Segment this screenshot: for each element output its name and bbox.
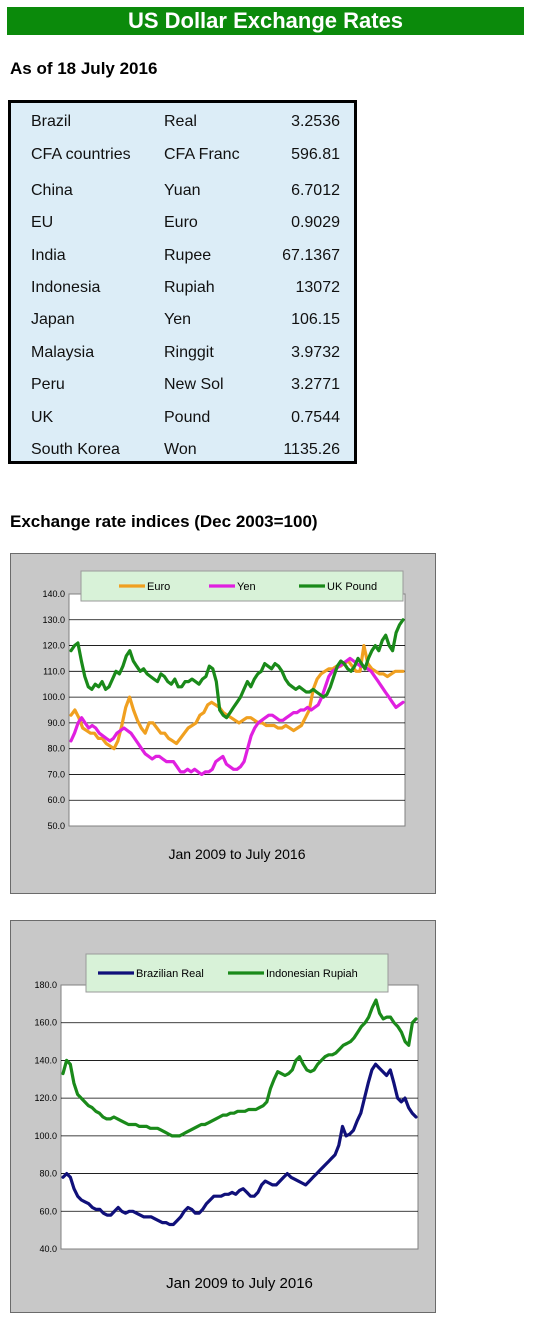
country-name: Peru: [31, 376, 65, 393]
y-tick-label: 80.0: [39, 1169, 57, 1179]
rate-row: Malaysia Ringgit 3.9732: [11, 341, 354, 365]
country-name: Japan: [31, 311, 75, 328]
y-tick-label: 80.0: [47, 744, 65, 754]
rate-row: Brazil Real 3.2536: [11, 110, 354, 134]
currency-name: Won: [164, 441, 197, 458]
currency-name: Yen: [164, 311, 191, 328]
currency-name: New Sol: [164, 376, 224, 393]
rate-value: 67.1367: [282, 247, 340, 264]
country-name: CFA countries: [31, 146, 131, 163]
rate-row: South Korea Won 1135.26: [11, 438, 354, 462]
y-tick-label: 50.0: [47, 821, 65, 831]
country-name: Malaysia: [31, 344, 95, 361]
y-tick-label: 60.0: [47, 795, 65, 805]
rate-value: 6.7012: [291, 182, 340, 199]
chart-real-rupiah: 40.0 60.0 80.0 100.0 120.0 140.0 160.0 180.0 Bra…: [34, 953, 419, 1292]
rate-row: CFA countries CFA Franc 596.81: [11, 143, 354, 167]
rate-row: China Yuan 6.7012: [11, 179, 354, 203]
currency-name: Real: [164, 113, 197, 130]
currency-name: Rupee: [164, 247, 212, 264]
y-tick-label: 40.0: [39, 1244, 57, 1254]
rate-row: EU Euro 0.9029: [11, 211, 354, 235]
chart-euro-yen-pound: 50.0 60.0 70.0 80.0 90.0 100.0 110.0 120.0 130.0…: [42, 570, 406, 862]
series-line-indonesian-rupiah: [61, 998, 418, 1138]
y-tick-label: 100.0: [34, 1131, 57, 1141]
rate-value: 3.2771: [291, 376, 340, 393]
legend-label: UK Pound: [327, 581, 377, 593]
chart-panel-real-rupiah: 40.0 60.0 80.0 100.0 120.0 140.0 160.0 180.0 Bra…: [10, 920, 436, 1313]
x-axis-label: Jan 2009 to July 2016: [166, 1275, 313, 1292]
country-name: UK: [31, 409, 54, 426]
legend-label: Indonesian Rupiah: [266, 968, 358, 980]
chart-panel-euro-yen-pound: 50.0 60.0 70.0 80.0 90.0 100.0 110.0 120.0 130.0…: [10, 553, 436, 894]
legend-label: Brazilian Real: [136, 968, 204, 980]
rate-value: 3.2536: [291, 113, 340, 130]
country-name: Brazil: [31, 113, 72, 130]
plot-area: [68, 593, 406, 827]
y-tick-label: 100.0: [42, 692, 65, 702]
rate-row: UK Pound 0.7544: [11, 406, 354, 430]
y-tick-label: 140.0: [34, 1055, 57, 1065]
currency-name: Ringgit: [164, 344, 214, 361]
country-name: Indonesia: [31, 279, 101, 296]
y-tick-label: 120.0: [34, 1093, 57, 1103]
indices-section-title: Exchange rate indices (Dec 2003=100): [10, 512, 318, 531]
y-tick-label: 180.0: [34, 980, 57, 990]
rate-row: Japan Yen 106.15: [11, 308, 354, 332]
rate-value: 1135.26: [283, 441, 340, 458]
legend-label: Euro: [147, 581, 170, 593]
x-axis-label: Jan 2009 to July 2016: [169, 846, 306, 862]
as-of-date: As of 18 July 2016: [10, 59, 158, 78]
series-line-uk-pound: [69, 618, 405, 720]
rate-row: India Rupee 67.1367: [11, 244, 354, 268]
rate-value: 3.9732: [291, 344, 340, 361]
currency-name: Euro: [164, 214, 198, 231]
y-tick-label: 130.0: [42, 615, 65, 625]
series-line-yen: [69, 656, 405, 776]
y-tick-label: 120.0: [42, 641, 65, 651]
y-tick-label: 60.0: [39, 1206, 57, 1216]
currency-name: Rupiah: [164, 279, 215, 296]
currency-name: Yuan: [164, 182, 201, 199]
currency-name: Pound: [164, 409, 211, 426]
rate-value: 596.81: [291, 146, 340, 163]
y-tick-label: 110.0: [43, 666, 65, 676]
rate-value: 13072: [295, 279, 341, 296]
series-line-brazilian-real: [61, 1062, 418, 1227]
rate-value: 0.7544: [291, 409, 340, 426]
rate-value: 0.9029: [291, 214, 340, 231]
country-name: India: [31, 247, 66, 264]
rate-row: Indonesia Rupiah 13072: [11, 276, 354, 300]
rate-row: Peru New Sol 3.2771: [11, 373, 354, 397]
exchange-rates-table: Brazil Real 3.2536 CFA countries CFA Franc 59…: [8, 100, 357, 464]
legend-label: Yen: [237, 581, 256, 593]
country-name: EU: [31, 214, 54, 231]
country-name: South Korea: [31, 441, 120, 458]
page-title: US Dollar Exchange Rates: [7, 7, 524, 35]
y-tick-label: 90.0: [47, 718, 65, 728]
country-name: China: [31, 182, 73, 199]
y-tick-label: 160.0: [34, 1018, 57, 1028]
y-tick-label: 70.0: [47, 769, 65, 779]
rate-value: 106.15: [291, 311, 340, 328]
y-tick-label: 140.0: [42, 589, 65, 599]
currency-name: CFA Franc: [164, 146, 240, 163]
